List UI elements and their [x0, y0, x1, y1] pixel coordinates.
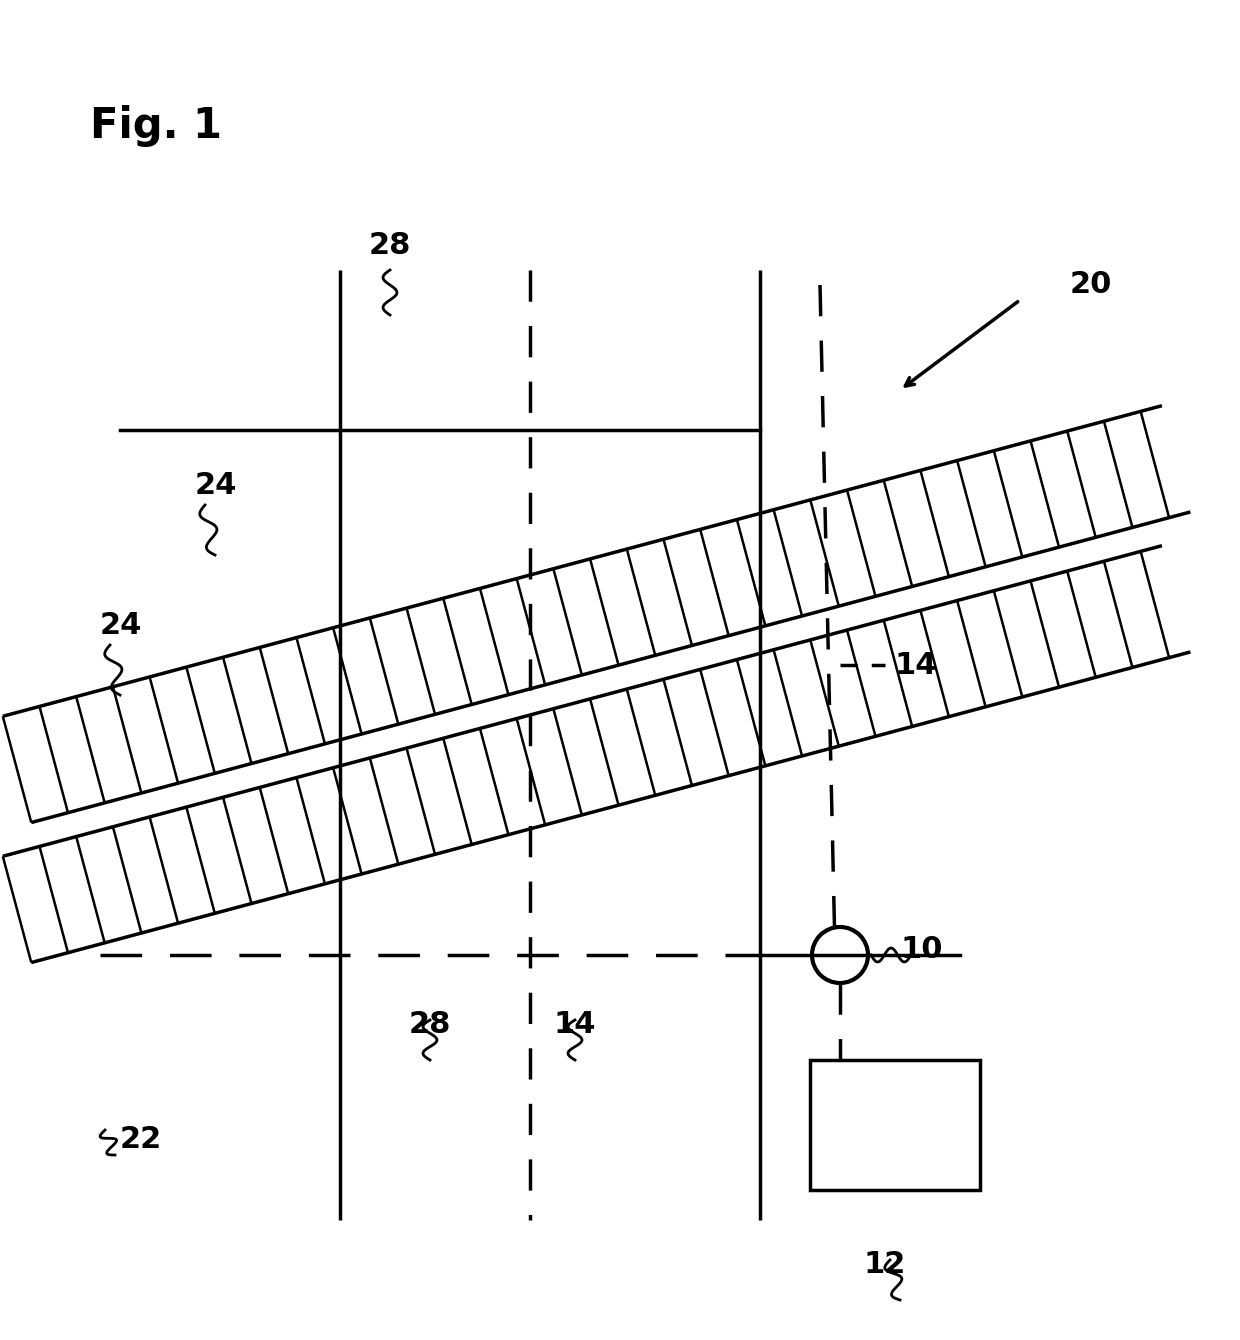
Text: 28: 28 — [409, 1010, 451, 1038]
Text: 28: 28 — [368, 230, 412, 260]
Text: Fig. 1: Fig. 1 — [91, 105, 222, 147]
Text: 20: 20 — [1070, 269, 1112, 299]
Text: 22: 22 — [120, 1126, 162, 1155]
Text: 10: 10 — [900, 935, 942, 965]
Text: 24: 24 — [100, 611, 143, 641]
Text: 24: 24 — [195, 470, 237, 500]
Text: 14: 14 — [895, 650, 937, 679]
Text: 12: 12 — [864, 1250, 906, 1278]
Text: 14: 14 — [554, 1010, 596, 1038]
Bar — [810, 1060, 980, 1190]
